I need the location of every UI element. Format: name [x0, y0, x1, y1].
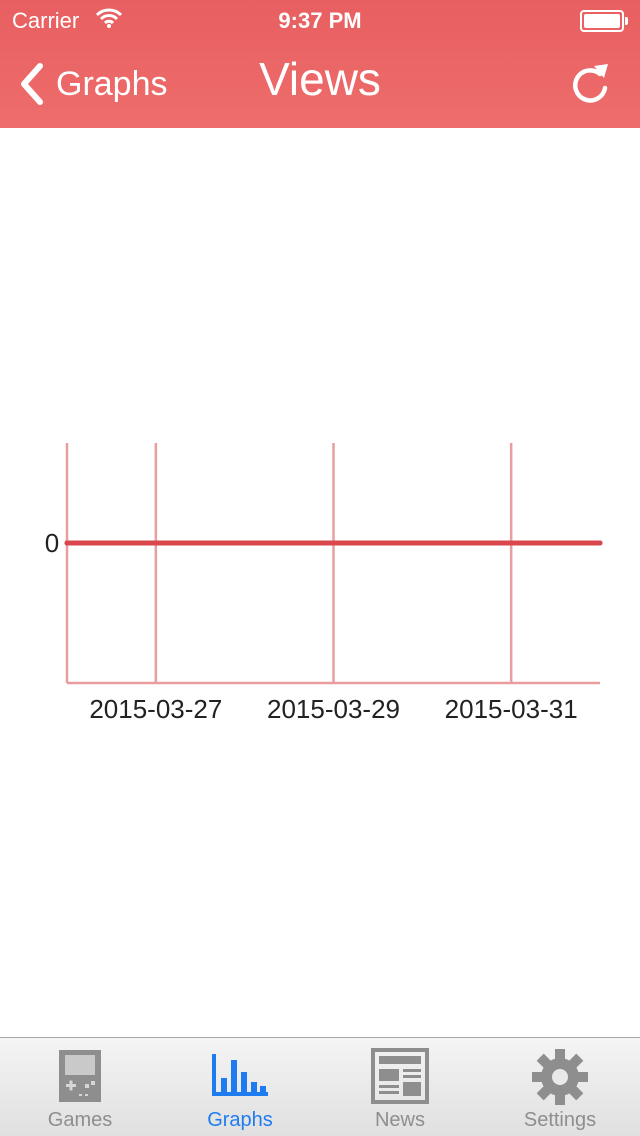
back-button[interactable]: Graphs — [14, 56, 168, 112]
data-point — [597, 540, 603, 546]
tab-graphs[interactable]: Graphs — [160, 1038, 320, 1136]
views-line-chart: 2015-03-27 2015-03-29 2015-03-31 0 — [45, 443, 603, 724]
chevron-left-icon — [21, 63, 43, 105]
status-time: 9:37 PM — [278, 8, 362, 33]
data-point — [153, 540, 159, 546]
x-tick-label: 2015-03-27 — [89, 694, 222, 724]
tab-games[interactable]: Games — [0, 1038, 160, 1136]
data-point — [64, 540, 70, 546]
refresh-icon[interactable] — [568, 60, 612, 106]
data-point — [508, 540, 514, 546]
data-point — [419, 540, 425, 546]
y-tick-label: 0 — [45, 528, 59, 558]
carrier-name: Carrier — [12, 8, 80, 33]
bar-chart-icon — [212, 1054, 268, 1096]
tab-games-label: Games — [47, 1109, 113, 1131]
tab-settings[interactable]: Settings — [480, 1038, 640, 1136]
status-bar: Carrier 9:37 PM — [0, 0, 640, 40]
back-button-label: Graphs — [56, 64, 168, 103]
navigation-header: Carrier 9:37 PM Graphs Views — [0, 0, 640, 128]
battery-icon — [580, 10, 628, 32]
tab-news[interactable]: News — [320, 1038, 480, 1136]
x-tick-label: 2015-03-29 — [267, 694, 400, 724]
gear-icon — [532, 1049, 588, 1105]
page-title: Views — [259, 53, 381, 105]
x-tick-label: 2015-03-31 — [445, 694, 578, 724]
data-point — [331, 540, 336, 546]
tab-settings-label: Settings — [523, 1109, 597, 1131]
newspaper-icon — [371, 1048, 429, 1104]
data-point — [242, 540, 248, 546]
tab-bar: Games Graphs News — [0, 1037, 640, 1136]
tab-news-label: News — [374, 1109, 425, 1131]
tab-graphs-label: Graphs — [207, 1109, 273, 1131]
wifi-icon — [95, 8, 123, 34]
gameboy-icon — [59, 1050, 101, 1102]
